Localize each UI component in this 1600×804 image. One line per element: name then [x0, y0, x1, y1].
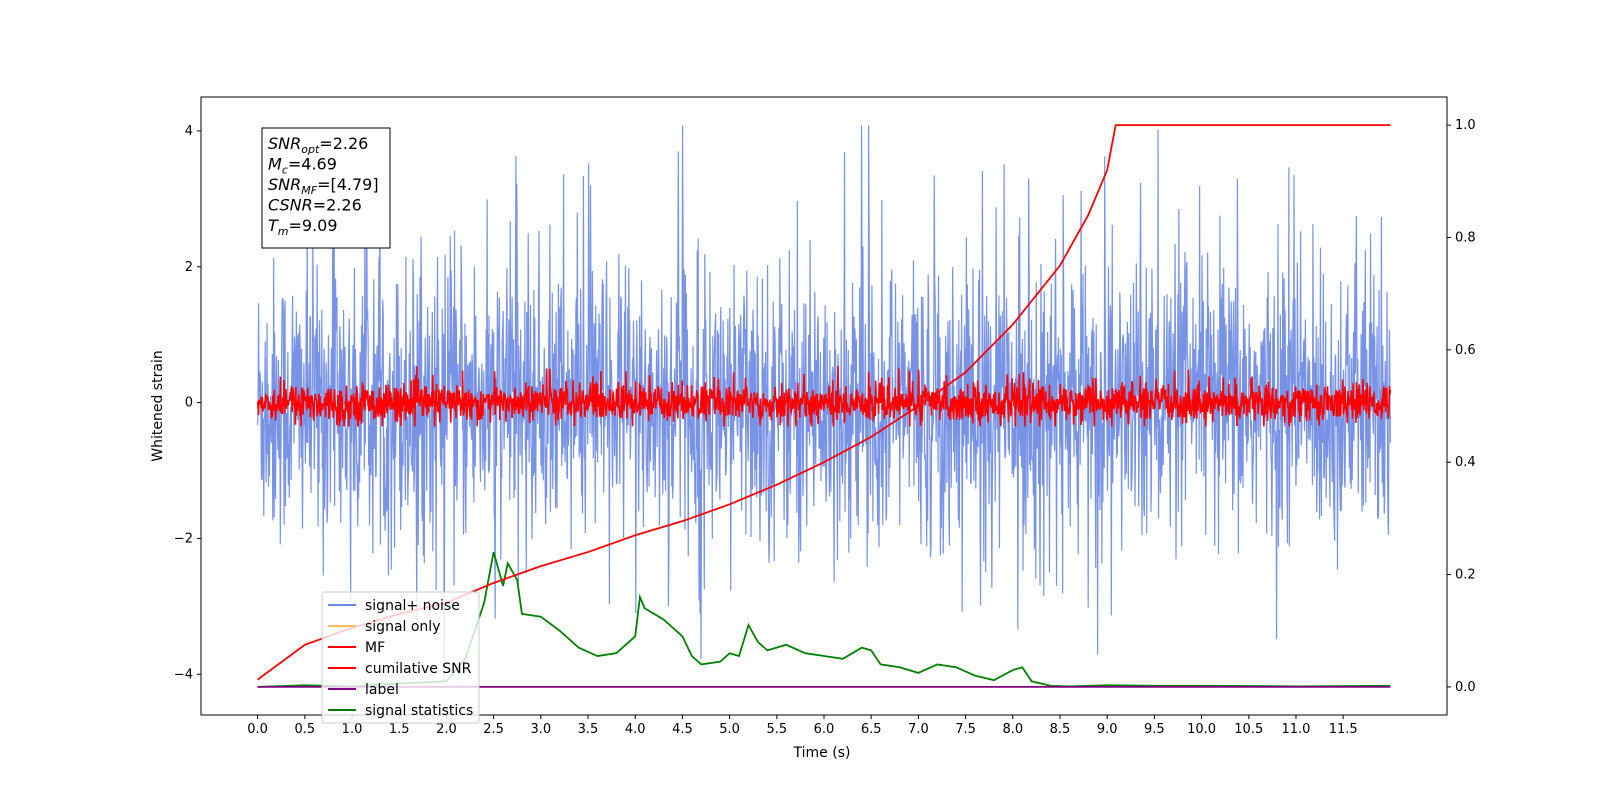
stats-box-line: SNRMF=[4.79] [268, 175, 379, 197]
legend-label-label: label [365, 682, 399, 698]
x-tick-label: 7.0 [908, 722, 929, 737]
y-axis-left: 4 2 0 −2 −4 [174, 124, 201, 682]
stats-box-line: Mc=4.69 [268, 155, 337, 177]
x-tick-label: 4.0 [625, 722, 646, 737]
legend-label-signal-noise: signal+ noise [365, 598, 460, 614]
legend-label-signal-statistics: signal statistics [365, 703, 473, 719]
x-tick-label: 5.5 [766, 722, 787, 737]
series-signal-statistics [257, 551, 1391, 688]
x-tick-label: 7.5 [955, 722, 976, 737]
stats-box-frame [261, 127, 391, 249]
y-tick-label-right: 0.2 [1455, 568, 1476, 583]
x-tick-label: 11.0 [1281, 722, 1310, 737]
legend-label-signal-only: signal only [365, 619, 440, 635]
stats-box-line: Tm=9.09 [268, 216, 338, 238]
x-axis-label: Time (s) [793, 745, 851, 761]
y-axis-right: 1.0 0.8 0.6 0.4 0.2 0.0 [1447, 118, 1476, 695]
x-tick-label: 11.5 [1329, 722, 1358, 737]
x-tick-label: 2.0 [436, 722, 457, 737]
x-tick-label: 5.0 [719, 722, 740, 737]
stats-annotation-box: SNRopt=2.26Mc=4.69SNRMF=[4.79]CSNR=2.26T… [261, 127, 391, 249]
x-tick-label: 2.5 [483, 722, 504, 737]
x-axis: 0.0 0.5 1.0 1.5 2.0 2.5 3.0 3.5 4.0 4.5 5.0 5.5 6.0 6… [247, 715, 1358, 737]
x-tick-label: 8.0 [1002, 722, 1023, 737]
x-tick-label: 8.5 [1050, 722, 1071, 737]
y-tick-label-left: 4 [185, 124, 193, 139]
x-tick-label: 4.5 [672, 722, 693, 737]
x-tick-label: 10.0 [1187, 722, 1216, 737]
legend-label-mf: MF [365, 640, 385, 656]
x-tick-label: 0.5 [294, 722, 315, 737]
y-tick-label-right: 0.0 [1455, 680, 1476, 695]
y-tick-label-right: 0.4 [1455, 455, 1476, 470]
x-tick-label: 3.5 [578, 722, 599, 737]
legend-label-cumilative-snr: cumilative SNR [365, 661, 472, 677]
y-tick-label-left: 2 [185, 260, 193, 275]
legend: signal+ noise signal only MF cumilative SNR… [321, 591, 480, 724]
y-tick-label-left: −4 [174, 667, 193, 682]
x-tick-label: 3.0 [530, 722, 551, 737]
x-tick-label: 9.0 [1097, 722, 1118, 737]
y-tick-label-right: 1.0 [1455, 118, 1476, 133]
stats-box-line: SNRopt=2.26 [268, 134, 368, 156]
x-tick-label: 0.0 [247, 722, 268, 737]
y-tick-label-left: 0 [185, 396, 193, 411]
legend-frame [321, 591, 480, 724]
y-tick-label-right: 0.6 [1455, 343, 1476, 358]
x-tick-label: 1.0 [342, 722, 363, 737]
x-tick-label: 6.5 [861, 722, 882, 737]
y-tick-label-left: −2 [174, 531, 193, 546]
x-tick-label: 9.5 [1144, 722, 1165, 737]
x-tick-label: 10.5 [1234, 722, 1263, 737]
y-tick-label-right: 0.8 [1455, 230, 1476, 245]
x-tick-label: 1.5 [389, 722, 410, 737]
y-axis-label: Whitened strain [150, 350, 166, 461]
series-mf [256, 365, 1392, 427]
stats-box-line: CSNR=2.26 [268, 196, 362, 215]
x-tick-label: 6.0 [814, 722, 835, 737]
